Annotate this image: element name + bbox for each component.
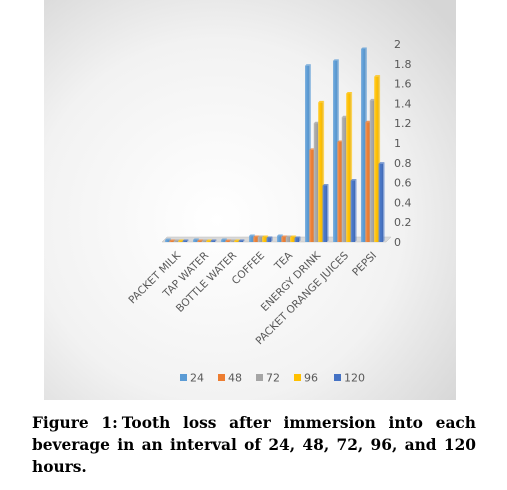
y-tick-label: 0.2 <box>394 216 412 229</box>
bar-chart: 00.20.40.60.811.21.41.61.82 PACKET MILKT… <box>44 0 456 400</box>
figure-caption-label: Figure 1: <box>32 414 118 432</box>
y-tick-label: 1.6 <box>394 78 412 91</box>
figure-caption: Figure 1: Tooth loss after immersion into… <box>32 412 476 478</box>
y-tick-label: 2 <box>394 38 401 51</box>
legend-swatch <box>218 374 225 381</box>
bar <box>378 162 385 242</box>
legend-swatch <box>294 374 301 381</box>
y-tick-label: 0.6 <box>394 177 412 190</box>
y-tick-label: 1.4 <box>394 97 412 110</box>
y-tick-label: 1.8 <box>394 58 412 71</box>
legend: 24 48 72 96 120 <box>180 372 365 385</box>
bar <box>210 239 217 242</box>
y-axis: 0 0.2 0.4 0.6 0.8 1 1.2 1.4 1.6 1.8 2 <box>394 38 412 249</box>
y-tick-label: 0.8 <box>394 157 412 170</box>
legend-label: 120 <box>344 372 365 385</box>
y-tick-label: 1.2 <box>394 117 412 130</box>
legend-item: 72 <box>256 372 280 385</box>
bar <box>322 184 329 242</box>
legend-label: 48 <box>228 372 242 385</box>
legend-label: 96 <box>304 372 318 385</box>
bar <box>238 239 245 242</box>
legend-item: 48 <box>218 372 242 385</box>
chart-panel: 0 0.2 0.4 0.6 0.8 1 1.2 1.4 1.6 1.8 2 PACKET MILK T… <box>44 0 456 400</box>
legend-label: 24 <box>190 372 204 385</box>
legend-item: 96 <box>294 372 318 385</box>
bars-layer <box>161 47 392 243</box>
legend-label: 72 <box>266 372 280 385</box>
legend-swatch <box>180 374 187 381</box>
legend-swatch <box>334 374 341 381</box>
bar <box>294 236 301 242</box>
chart-background <box>44 0 456 400</box>
bar <box>350 179 357 242</box>
legend-item: 24 <box>180 372 204 385</box>
legend-swatch <box>256 374 263 381</box>
figure-caption-text: Tooth loss after immersion into each bev… <box>32 414 476 476</box>
bar <box>182 239 189 242</box>
bar <box>266 236 273 242</box>
y-tick-label: 1 <box>394 137 401 150</box>
y-tick-label: 0 <box>394 236 401 249</box>
y-tick-label: 0.4 <box>394 196 412 209</box>
legend-item: 120 <box>334 372 365 385</box>
